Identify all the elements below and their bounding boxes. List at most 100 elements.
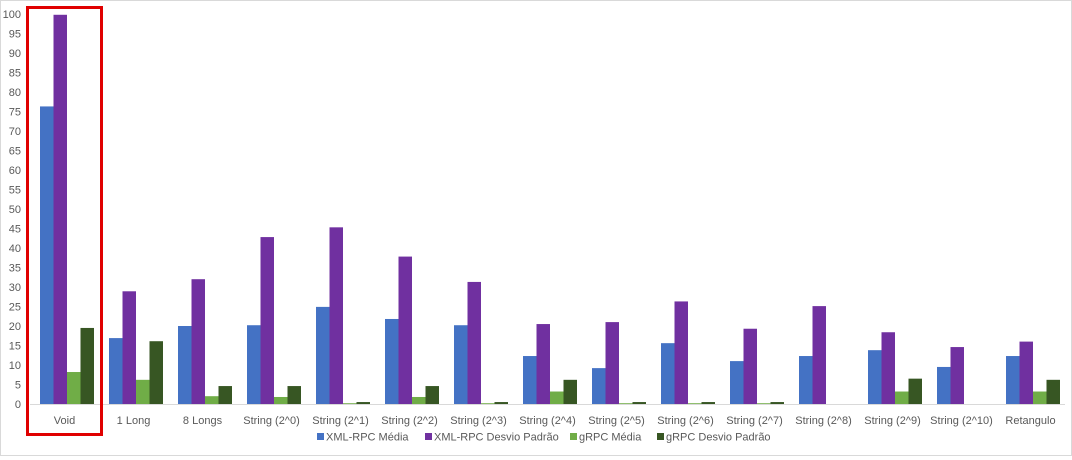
bar (287, 386, 301, 404)
bar (868, 350, 882, 404)
bar (730, 361, 744, 404)
legend: XML-RPC Média XML-RPC Desvio Padrão gRPC M… (317, 432, 771, 444)
bar (661, 343, 675, 404)
y-tick-label: 10 (9, 360, 21, 372)
legend-swatch (657, 433, 664, 440)
legend-swatch (570, 433, 577, 440)
y-tick-label: 60 (9, 165, 21, 177)
bar (454, 325, 468, 404)
bar (343, 403, 357, 404)
legend-label: XML-RPC Desvio Padrão (434, 432, 559, 444)
bar (799, 356, 813, 404)
y-tick-label: 30 (9, 282, 21, 294)
bar (908, 378, 922, 404)
x-tick-label: 8 Longs (183, 415, 223, 427)
bars (40, 14, 1060, 405)
y-tick-label: 20 (9, 321, 21, 333)
y-tick-label: 35 (9, 263, 21, 275)
y-tick-label: 90 (9, 48, 21, 60)
bar (592, 368, 606, 404)
y-tick-label: 70 (9, 126, 21, 138)
highlight-box (26, 6, 103, 436)
y-tick-label: 45 (9, 224, 21, 236)
bar (1033, 391, 1047, 404)
x-tick-label: String (2^4) (519, 415, 576, 427)
bar (619, 403, 633, 404)
bar (316, 306, 330, 404)
y-tick-label: 95 (9, 29, 21, 41)
y-axis: 0 5 10 15 20 25 30 35 40 45 50 55 60 65 70 75 80 85 90 95 10… (3, 9, 21, 411)
bar (937, 366, 951, 404)
y-tick-label: 25 (9, 302, 21, 314)
y-tick-label: 15 (9, 341, 21, 353)
x-axis: Void 1 Long 8 Longs String (2^0) String (2^1… (30, 404, 1065, 427)
bar (1046, 379, 1060, 404)
y-tick-label: 5 (15, 380, 21, 392)
y-tick-label: 100 (3, 9, 21, 21)
x-tick-label: String (2^8) (795, 415, 852, 427)
bar (757, 403, 771, 404)
bar (412, 396, 426, 404)
y-tick-label: 80 (9, 87, 21, 99)
bar (67, 372, 81, 404)
bar (770, 402, 784, 404)
bar (205, 396, 219, 404)
bar (218, 386, 232, 404)
bar (881, 332, 895, 404)
bar (425, 386, 439, 404)
bar (356, 402, 370, 404)
bar (563, 379, 577, 404)
bar (191, 279, 205, 404)
bar (1019, 341, 1033, 404)
highlight (26, 6, 103, 436)
bar (149, 341, 163, 404)
bar (605, 322, 619, 404)
bar (385, 318, 399, 404)
x-tick-label: Void (54, 415, 75, 427)
bar (674, 301, 688, 404)
legend-label: gRPC Desvio Padrão (666, 432, 771, 444)
bar (550, 391, 564, 404)
y-tick-label: 55 (9, 185, 21, 197)
bar (743, 328, 757, 404)
bar (812, 306, 826, 404)
bar (1006, 356, 1020, 404)
x-tick-label: String (2^2) (381, 415, 438, 427)
bar (40, 106, 54, 405)
legend-label: gRPC Média (579, 432, 642, 444)
bar (536, 324, 550, 404)
y-tick-label: 40 (9, 243, 21, 255)
x-tick-label: Retangulo (1005, 415, 1055, 427)
bar (467, 281, 481, 404)
bar (178, 326, 192, 404)
x-tick-label: String (2^3) (450, 415, 507, 427)
y-tick-label: 65 (9, 146, 21, 158)
x-tick-label: 1 Long (117, 415, 151, 427)
y-tick-label: 0 (15, 399, 21, 411)
x-tick-label: String (2^5) (588, 415, 645, 427)
bar (895, 391, 909, 404)
bar (274, 396, 288, 404)
bar (523, 356, 537, 404)
y-tick-label: 50 (9, 204, 21, 216)
x-tick-label: String (2^6) (657, 415, 714, 427)
bar (701, 402, 715, 404)
bar (80, 327, 94, 404)
x-tick-label: String (2^9) (864, 415, 921, 427)
bar (109, 338, 123, 404)
bar (398, 256, 412, 404)
bar (494, 402, 508, 404)
bar (329, 227, 343, 404)
bar (247, 325, 261, 404)
y-tick-label: 75 (9, 107, 21, 119)
x-tick-label: String (2^1) (312, 415, 369, 427)
bar (122, 291, 136, 404)
y-tick-label: 85 (9, 68, 21, 80)
bar (688, 403, 702, 404)
bar (632, 402, 646, 404)
legend-swatch (425, 433, 432, 440)
legend-swatch (317, 433, 324, 440)
legend-label: XML-RPC Média (326, 432, 409, 444)
